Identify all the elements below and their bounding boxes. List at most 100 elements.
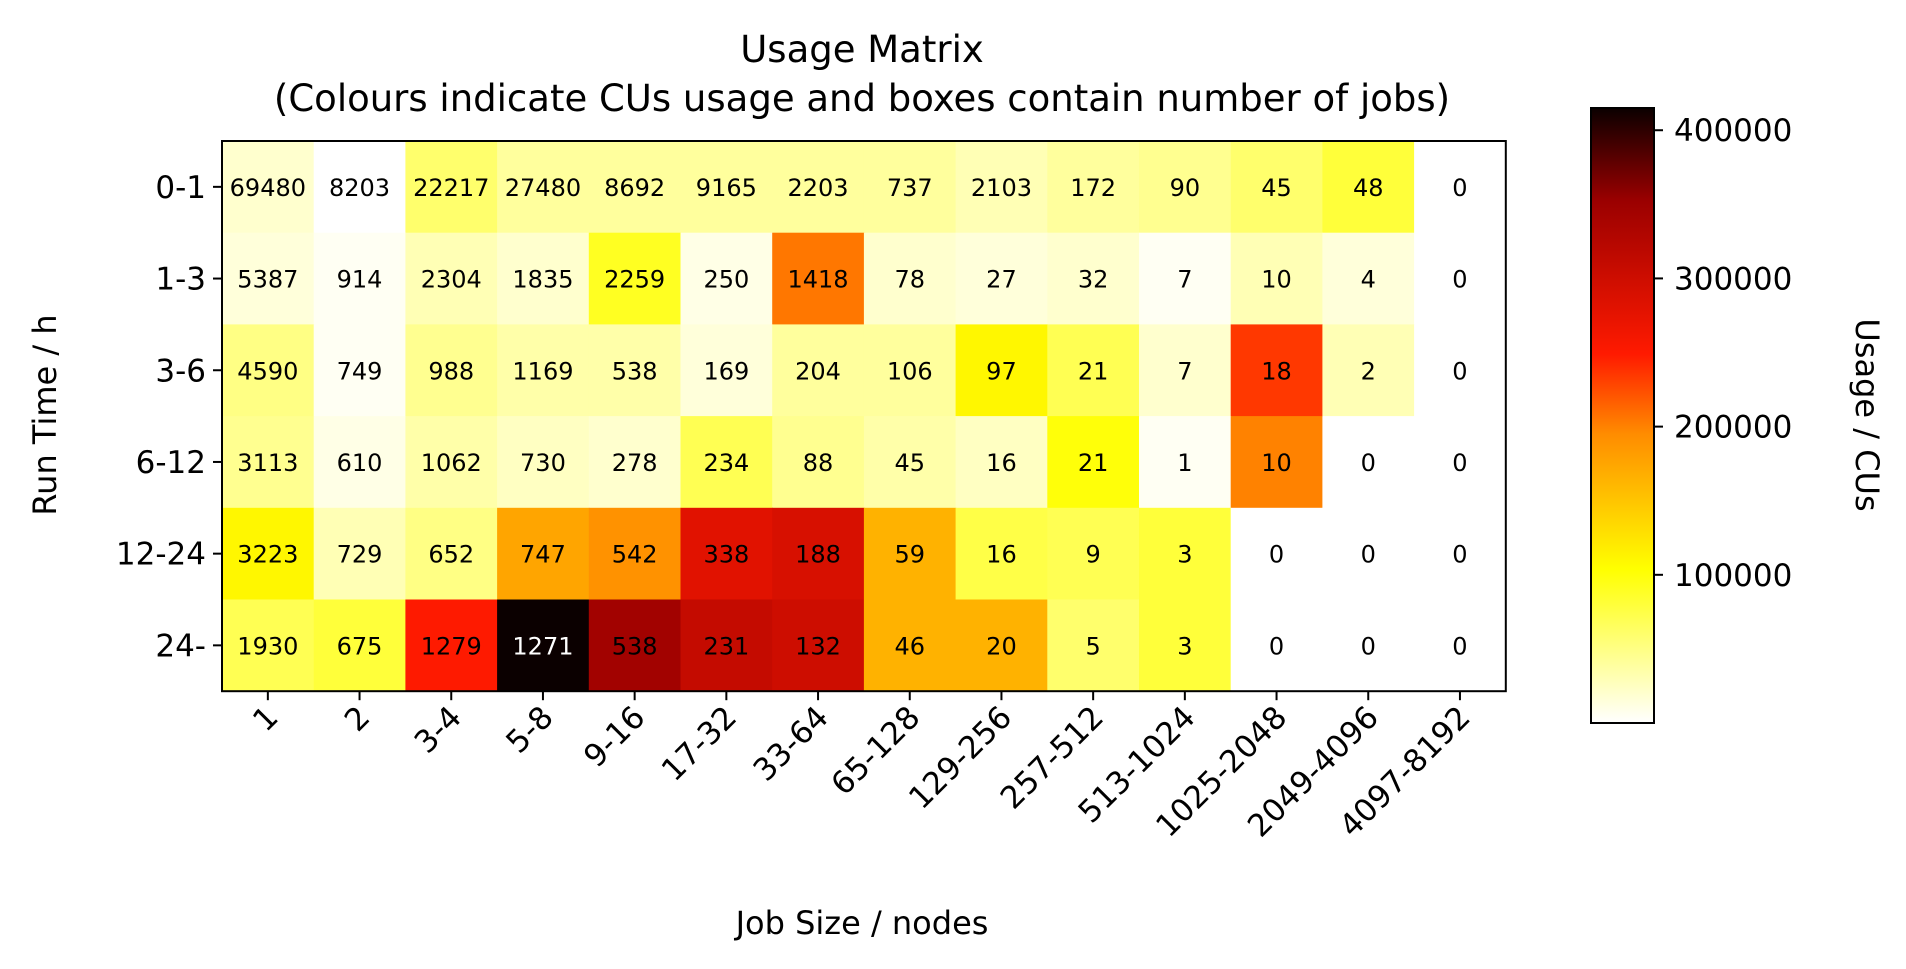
- heatmap-cell: [863, 324, 957, 417]
- plot-frame: [221, 140, 1507, 693]
- heatmap-cell: [955, 324, 1048, 417]
- cell-job-count: 0: [1361, 541, 1376, 569]
- cell-job-count: 45: [894, 449, 925, 477]
- heatmap-cell: [1047, 141, 1140, 234]
- cell-job-count: 45: [1261, 174, 1292, 202]
- cell-job-count: 5387: [237, 266, 298, 294]
- cell-job-count: 2: [1361, 357, 1376, 385]
- heatmap-cell: [1414, 324, 1507, 417]
- heatmap-cell: [1230, 232, 1323, 325]
- heatmap-cell: [1139, 599, 1232, 692]
- y-axis-ticks: 0-1 1-3 3-6 6-12 12-24 24-: [116, 170, 222, 664]
- cell-job-count: 2304: [421, 266, 482, 294]
- cell-job-count: 7: [1177, 266, 1192, 294]
- heatmap-cell: [1414, 141, 1507, 234]
- x-tick-label: 5-8: [499, 699, 560, 760]
- heatmap-cell: [222, 141, 315, 234]
- cell-job-count: 338: [703, 541, 749, 569]
- heatmap-cell: [1230, 599, 1323, 692]
- cell-job-count: 2203: [788, 174, 849, 202]
- cell-job-count: 0: [1269, 632, 1284, 660]
- cell-job-count: 538: [612, 357, 658, 385]
- heatmap-cell: [680, 232, 773, 325]
- heatmap-cell: [405, 232, 498, 325]
- heatmap-cell: [497, 416, 590, 509]
- cell-job-count: 914: [337, 266, 383, 294]
- cell-job-count: 88: [803, 449, 834, 477]
- cell-job-count: 5: [1086, 632, 1101, 660]
- heatmap-cell: [955, 507, 1048, 601]
- y-tick-label: 3-6: [155, 353, 206, 389]
- x-tick-label: 33-64: [747, 699, 836, 788]
- heatmap-cell: [772, 416, 865, 509]
- heatmap-cell: [955, 232, 1048, 325]
- heatmap-cell: [1047, 416, 1140, 509]
- heatmap-cell: [405, 141, 498, 234]
- cell-job-count: 3113: [237, 449, 298, 477]
- heatmap-cell: [405, 599, 498, 692]
- heatmap-cell: [955, 416, 1048, 509]
- heatmap-cell: [588, 507, 682, 601]
- cell-job-count: 2259: [604, 266, 665, 294]
- heatmap-cell: [222, 507, 315, 601]
- heatmap-cell: [1322, 232, 1415, 325]
- cell-job-count: 27: [986, 266, 1017, 294]
- heatmap-cell: [222, 324, 315, 417]
- cell-job-count: 4590: [237, 357, 298, 385]
- cell-job-count: 747: [520, 541, 566, 569]
- y-tick-label: 0-1: [155, 170, 206, 206]
- cell-job-count: 729: [337, 541, 383, 569]
- heatmap-cell: [1322, 416, 1415, 509]
- cell-job-count: 188: [795, 541, 841, 569]
- colorbar: [1590, 107, 1655, 724]
- cell-job-count: 675: [337, 632, 383, 660]
- heatmap-cell: [222, 416, 315, 509]
- heatmap-cell: [680, 324, 773, 417]
- heatmap-cell: [1414, 507, 1507, 601]
- heatmap-cell: [955, 599, 1048, 692]
- heatmap-cell: [1047, 232, 1140, 325]
- heatmap-cell: [222, 232, 315, 325]
- cell-job-count: 988: [428, 357, 474, 385]
- heatmap-cell: [313, 141, 406, 234]
- heatmap-cell: [863, 599, 957, 692]
- heatmap-cell: [1047, 599, 1140, 692]
- cell-job-count: 3: [1177, 632, 1192, 660]
- heatmap-cell: [772, 599, 865, 692]
- heatmap-cell: [1047, 324, 1140, 417]
- colorbar-tick-label: 300000: [1674, 261, 1792, 297]
- cell-job-count: 1062: [421, 449, 482, 477]
- x-tick-label: 17-32: [655, 699, 744, 788]
- heatmap-cell: [313, 232, 406, 325]
- heatmap-cell: [863, 141, 957, 234]
- cell-job-count: 4: [1361, 266, 1376, 294]
- colorbar-tick-label: 100000: [1674, 558, 1792, 594]
- cell-job-count: 250: [703, 266, 749, 294]
- heatmap-cell: [497, 324, 590, 417]
- cell-job-count: 16: [986, 541, 1017, 569]
- heatmap-cell: [863, 416, 957, 509]
- cell-job-count: 234: [703, 449, 749, 477]
- cell-job-count: 8692: [604, 174, 665, 202]
- heatmap-cell: [680, 599, 773, 692]
- y-tick-label: 1-3: [155, 262, 206, 298]
- cell-job-count: 90: [1170, 174, 1201, 202]
- cell-job-count: 278: [612, 449, 658, 477]
- heatmap-cell: [863, 232, 957, 325]
- cell-job-count: 1271: [512, 632, 573, 660]
- heatmap-cell: [1139, 416, 1232, 509]
- heatmap-cell: [588, 232, 682, 325]
- heatmap-cell: [1230, 141, 1323, 234]
- heatmap-cell: [772, 141, 865, 234]
- cell-job-count: 48: [1353, 174, 1384, 202]
- cell-job-count: 749: [337, 357, 383, 385]
- heatmap-cell: [955, 141, 1048, 234]
- x-axis-ticks: 1 2 3-4 5-8 9-16 17-32 33-6465-128129-256257-5…: [246, 691, 1478, 844]
- heatmap-cell: [222, 599, 315, 692]
- cell-job-count: 21: [1078, 357, 1109, 385]
- colorbar-tick-label: 400000: [1674, 113, 1792, 149]
- heatmap-cell: [1139, 141, 1232, 234]
- cell-job-count: 0: [1452, 357, 1467, 385]
- heatmap-cell: [588, 324, 682, 417]
